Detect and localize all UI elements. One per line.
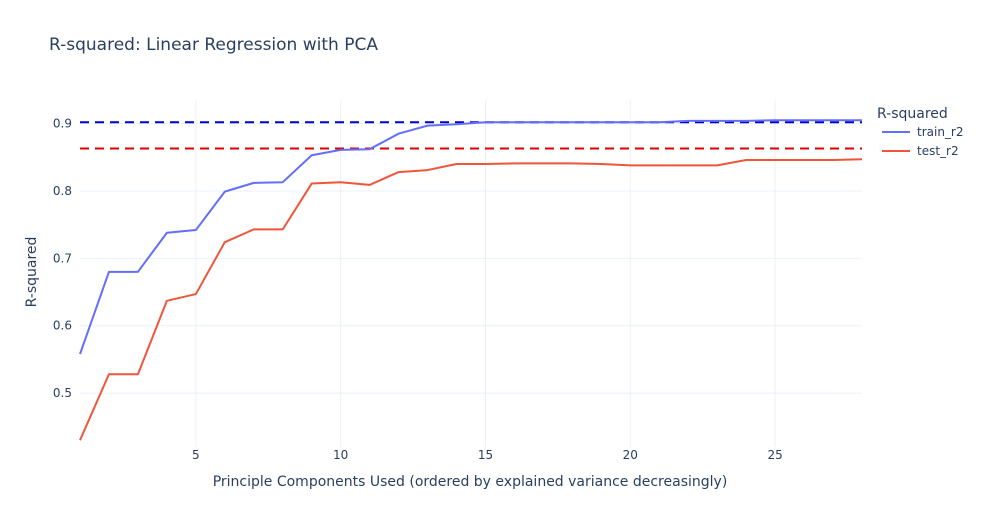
legend-label: train_r2 <box>917 125 964 139</box>
legend-title: R-squared <box>877 106 948 122</box>
x-tick-label: 15 <box>478 448 493 462</box>
legend-item-train_r2[interactable]: train_r2 <box>882 125 964 139</box>
x-tick-label: 25 <box>767 448 782 462</box>
grid <box>80 100 862 447</box>
series-line-train_r2 <box>79 119 862 355</box>
y-tick-label: 0.5 <box>53 386 72 400</box>
y-tick-label: 0.7 <box>53 251 72 265</box>
x-axis-title: Principle Components Used (ordered by ex… <box>213 474 728 490</box>
y-tick-label: 0.8 <box>53 184 72 198</box>
x-tick-label: 20 <box>623 448 638 462</box>
legend-label: test_r2 <box>917 144 959 158</box>
reference-lines <box>80 121 862 150</box>
y-axis-title: R-squared <box>24 237 40 308</box>
x-tick-label: 5 <box>192 448 200 462</box>
legend[interactable]: R-squared train_r2 test_r2 <box>877 106 964 158</box>
series-lines <box>79 119 863 441</box>
series-line-test_r2 <box>79 158 863 441</box>
y-tick-label: 0.6 <box>53 319 72 333</box>
x-tick-label: 10 <box>333 448 348 462</box>
axis-ticks: 0.5 0.6 0.7 0.8 0.9 5 10 15 20 25 <box>53 117 783 462</box>
chart-title: R-squared: Linear Regression with PCA <box>49 35 378 55</box>
legend-item-test_r2[interactable]: test_r2 <box>882 144 959 158</box>
y-tick-label: 0.9 <box>53 117 72 131</box>
